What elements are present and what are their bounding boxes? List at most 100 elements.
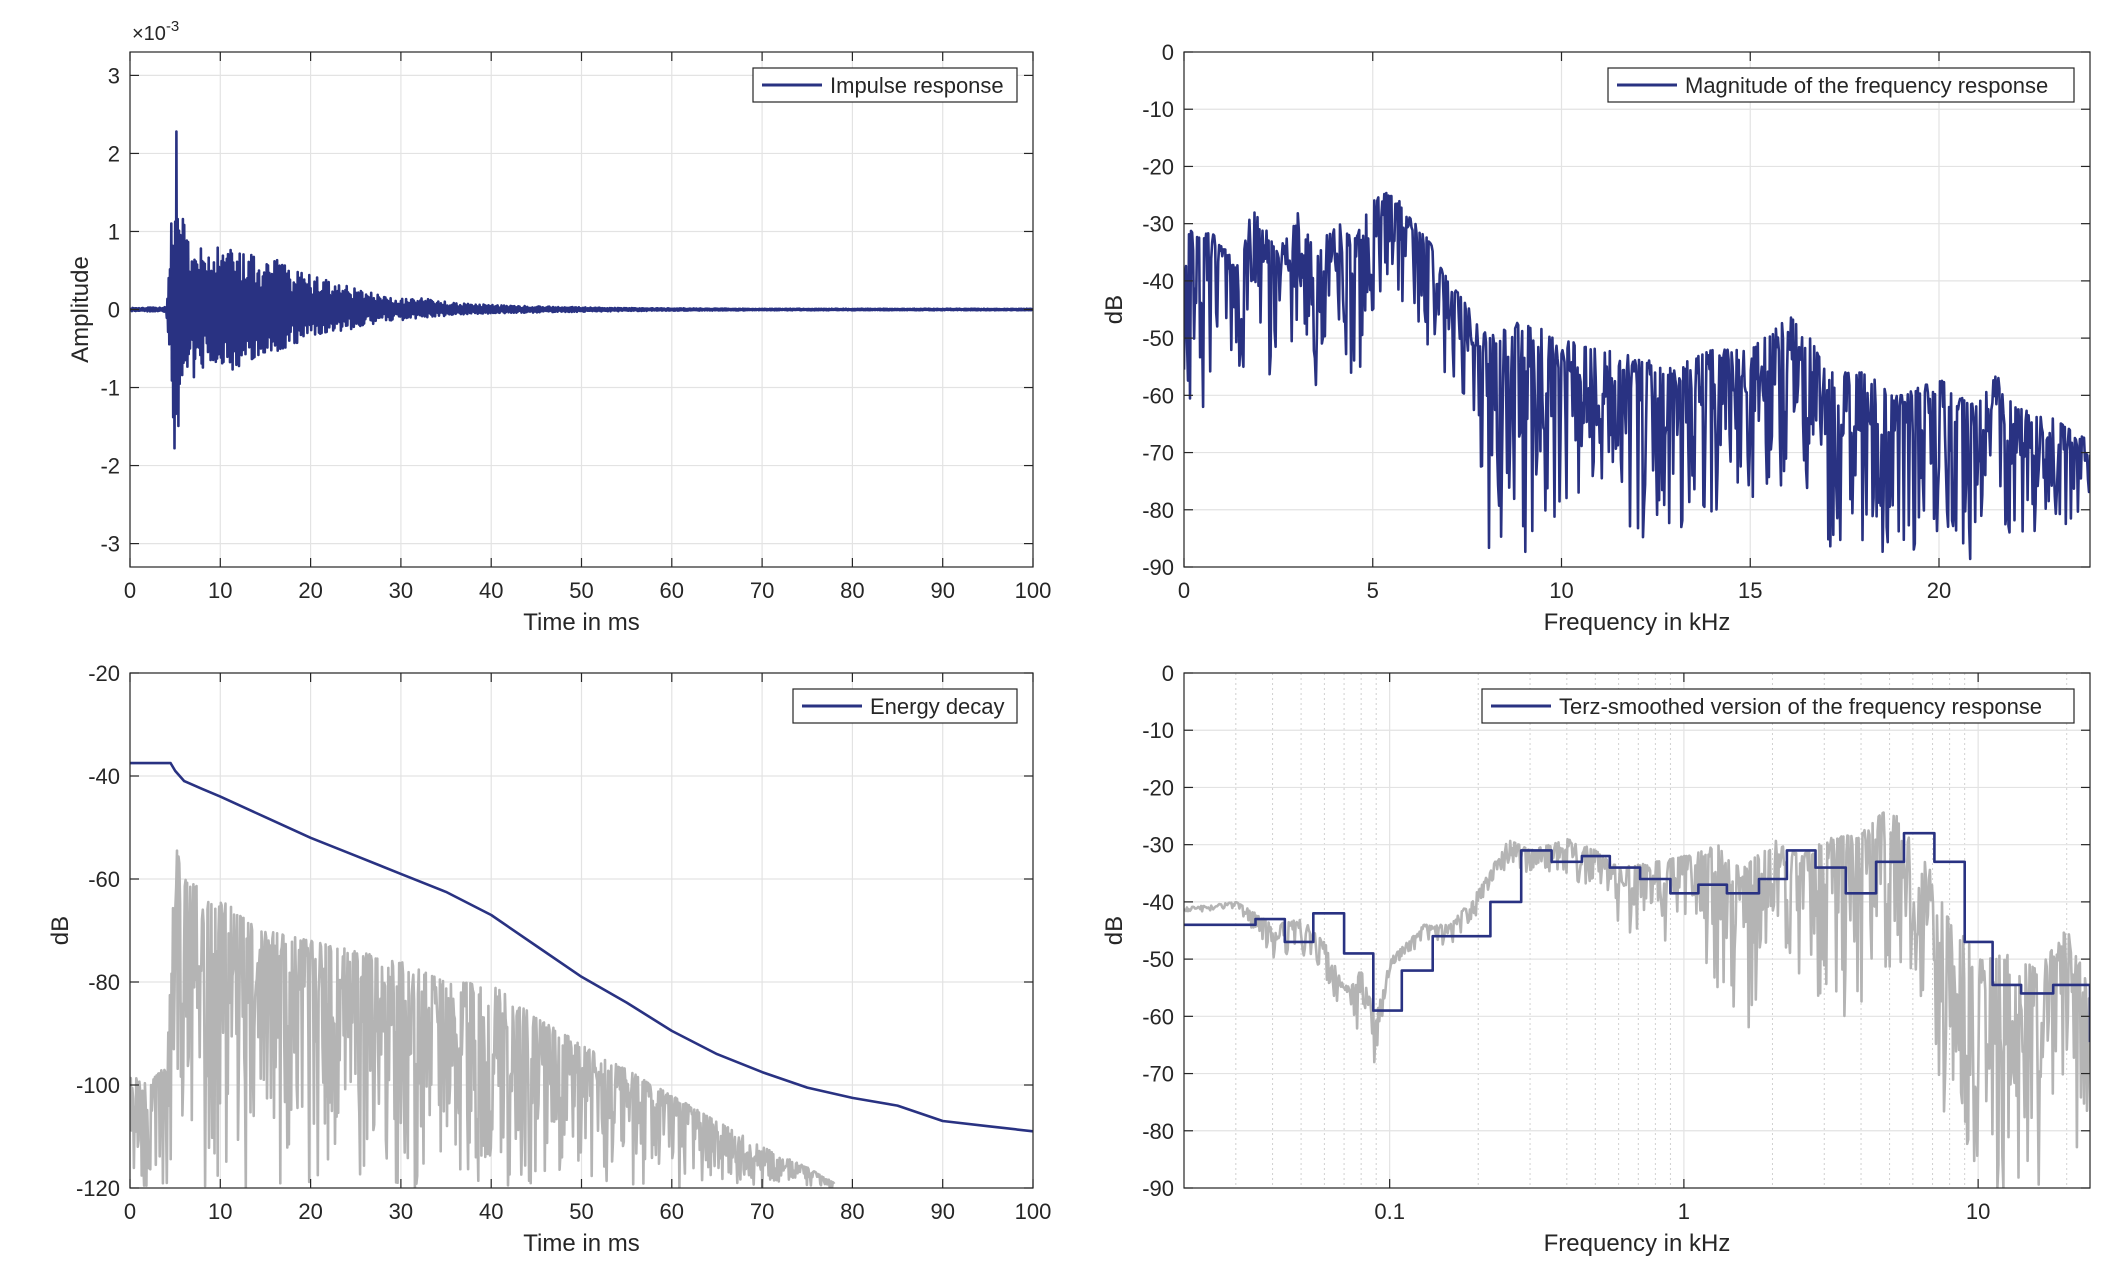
- x-tick-label: 20: [298, 578, 322, 603]
- legend-label: Impulse response: [830, 73, 1004, 98]
- plot-area: [1184, 673, 2090, 1188]
- y-tick-label: -40: [1142, 890, 1174, 915]
- y-tick-label: -30: [1142, 212, 1174, 237]
- legend-label: Terz-smoothed version of the frequency r…: [1559, 694, 2042, 719]
- x-tick-label: 1: [1678, 1199, 1690, 1224]
- x-tick-label: 10: [1549, 578, 1573, 603]
- y-tick-label: -1: [100, 376, 120, 401]
- x-tick-label: 0: [124, 1199, 136, 1224]
- tick-labels: 0 10 20 30 40 50 60 70 80 90 100 -20 -40 -60 -80 -100 -1…: [76, 661, 1051, 1224]
- chart-magnitude: 0 5 10 15 20 0 -10 -20 -30 -40 -50 -60 -70 -80 -90 Freq…: [1101, 40, 2091, 636]
- x-tick-label: 10: [208, 1199, 232, 1224]
- tick-labels: 0 5 10 15 20 0 -10 -20 -30 -40 -50 -60 -70 -80 -90: [1142, 40, 2090, 603]
- axes-box: [1183, 672, 2091, 1189]
- y-tick-label: -80: [1142, 498, 1174, 523]
- y-tick-label: -50: [1142, 947, 1174, 972]
- x-tick-label: 30: [389, 1199, 413, 1224]
- x-axis-label: Time in ms: [523, 609, 639, 636]
- y-tick-label: 3: [108, 63, 120, 88]
- legend-label: Energy decay: [870, 694, 1005, 719]
- y-tick-label: -10: [1142, 97, 1174, 122]
- x-tick-label: 70: [750, 1199, 774, 1224]
- y-tick-label: -50: [1142, 326, 1174, 351]
- y-tick-label: -70: [1142, 441, 1174, 466]
- y-tick-label: -3: [100, 532, 120, 557]
- y-tick-label: -80: [88, 970, 120, 995]
- axes-box: [1183, 51, 2091, 568]
- x-tick-label: 0: [124, 578, 136, 603]
- x-tick-label: 30: [389, 578, 413, 603]
- series-layer: [1184, 811, 2090, 1188]
- y-tick-label: -80: [1142, 1119, 1174, 1144]
- x-tick-label: 20: [1927, 578, 1951, 603]
- minor-grid: [1183, 673, 2068, 1188]
- y-tick-label: -60: [88, 867, 120, 892]
- chart-terz: 0.1 1 10 0 -10 -20 -30 -40 -50 -60 -70 -80 -90 Freque…: [1101, 661, 2091, 1257]
- legend: Terz-smoothed version of the frequency r…: [1481, 688, 2075, 724]
- series-layer: [130, 130, 1033, 450]
- y-tick-label: -20: [88, 661, 120, 686]
- y-tick-label: -40: [88, 764, 120, 789]
- x-tick-label: 60: [660, 1199, 684, 1224]
- series-layer: [1184, 191, 2090, 561]
- x-tick-label: 60: [660, 578, 684, 603]
- y-axis-label: dB: [47, 916, 74, 945]
- x-tick-label: 50: [569, 578, 593, 603]
- legend-box: [792, 688, 1018, 724]
- x-axis-label: Frequency in kHz: [1544, 1230, 1731, 1257]
- y-tick-label: -2: [100, 454, 120, 479]
- series-impulse: [130, 130, 1033, 450]
- y-tick-label: -20: [1142, 775, 1174, 800]
- series-terz: [1184, 831, 2090, 1043]
- y-tick-label: -60: [1142, 383, 1174, 408]
- x-tick-label: 0: [1178, 578, 1190, 603]
- y-tick-label: -90: [1142, 1176, 1174, 1201]
- x-tick-label: 10: [1966, 1199, 1990, 1224]
- chart-impulse: 0 10 20 30 40 50 60 70 80 90 1003210-1-2-3×10-3Tim…: [67, 18, 1051, 636]
- x-tick-label: 90: [930, 578, 954, 603]
- x-axis-label: Frequency in kHz: [1544, 609, 1731, 636]
- x-tick-label: 50: [569, 1199, 593, 1224]
- x-axis-label: Time in ms: [523, 1230, 639, 1257]
- x-tick-label: 70: [750, 578, 774, 603]
- y-tick-label: -20: [1142, 154, 1174, 179]
- series-magnitude: [1184, 191, 2090, 561]
- x-tick-label: 0.1: [1374, 1199, 1405, 1224]
- x-tick-label: 5: [1367, 578, 1379, 603]
- y-axis-label: dB: [1101, 916, 1128, 945]
- x-tick-label: 80: [840, 578, 864, 603]
- y-tick-label: 1: [108, 219, 120, 244]
- x-tick-label: 40: [479, 578, 503, 603]
- x-tick-label: 100: [1015, 578, 1052, 603]
- x-tick-label: 20: [298, 1199, 322, 1224]
- legend-box: [1607, 67, 2075, 103]
- legend-label: Magnitude of the frequency response: [1685, 73, 2048, 98]
- y-tick-label: -10: [1142, 718, 1174, 743]
- legend-box: [1481, 688, 2075, 724]
- y-tick-label: -70: [1142, 1062, 1174, 1087]
- legend: Magnitude of the frequency response: [1607, 67, 2075, 103]
- y-tick-label: -60: [1142, 1004, 1174, 1029]
- y-tick-label: -90: [1142, 555, 1174, 580]
- x-tick-label: 15: [1738, 578, 1762, 603]
- y-tick-label: 0: [1162, 40, 1174, 65]
- x-tick-label: 100: [1015, 1199, 1052, 1224]
- x-tick-label: 10: [208, 578, 232, 603]
- series-background-decay: [130, 849, 836, 1188]
- x-tick-label: 80: [840, 1199, 864, 1224]
- series-layer: [130, 761, 1033, 1188]
- series-decay: [130, 761, 1033, 1133]
- x-tick-label: 90: [930, 1199, 954, 1224]
- y-tick-label: 0: [1162, 661, 1174, 686]
- y-tick-label: -100: [76, 1073, 120, 1098]
- y-tick-label: -120: [76, 1176, 120, 1201]
- series-background-terz: [1184, 811, 2090, 1188]
- tick-labels: 0.1 1 10 0 -10 -20 -30 -40 -50 -60 -70 -80 -90: [1142, 661, 2090, 1224]
- y-tick-label: 2: [108, 141, 120, 166]
- y-tick-label: 0: [108, 298, 120, 323]
- y-axis-label: Amplitude: [67, 256, 94, 363]
- y-tick-label: -40: [1142, 269, 1174, 294]
- legend: Energy decay: [792, 688, 1018, 724]
